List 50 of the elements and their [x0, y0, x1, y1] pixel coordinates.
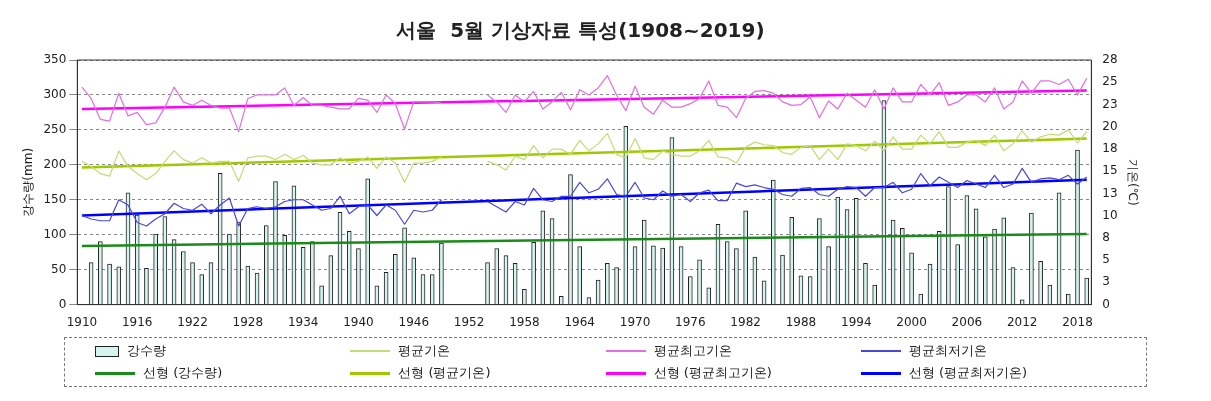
- y2-tick-label: 5: [1102, 252, 1110, 267]
- x-tick-label: 1970: [619, 314, 651, 329]
- y2-tick-label: 18: [1102, 141, 1118, 156]
- legend-label: 선형 (평균최고기온): [653, 364, 772, 382]
- legend-label: 평균기온: [398, 342, 451, 360]
- y-tick-label: 0: [58, 296, 67, 311]
- y-tick-label: 300: [43, 87, 67, 102]
- x-tick-label: 1994: [840, 314, 872, 329]
- x-tick-label: 2012: [1006, 314, 1038, 329]
- legend-label: 선형 (평균기온): [398, 364, 491, 382]
- y2-tick-label: 3: [1102, 274, 1110, 289]
- y2-tick-label: 8: [1102, 230, 1110, 245]
- y-tick-label: 50: [51, 261, 67, 276]
- y2-tick-label: 28: [1102, 52, 1118, 67]
- x-tick-label: 1976: [675, 314, 706, 329]
- x-tick-label: 1982: [730, 314, 761, 329]
- x-tick-label: 1916: [121, 314, 153, 329]
- x-tick-label: 1988: [785, 314, 817, 329]
- legend-label: 선형 (평균최저기온): [908, 364, 1028, 382]
- x-tick-label: 2006: [951, 314, 983, 329]
- x-tick-label: 2000: [896, 314, 927, 329]
- x-tick-label: 1964: [564, 314, 595, 329]
- y-tick-label: 250: [43, 122, 67, 137]
- x-tick-label: 2018: [1062, 314, 1093, 329]
- legend-label: 평균최저기온: [908, 342, 987, 360]
- y2-tick-label: 0: [1102, 296, 1110, 311]
- y-tick-label: 350: [43, 52, 67, 67]
- y-axis-title: 강수량(mm): [21, 147, 36, 217]
- y2-tick-label: 20: [1102, 118, 1118, 133]
- legend-label: 강수량: [127, 342, 166, 360]
- y2-tick-label: 25: [1102, 74, 1118, 89]
- x-tick-label: 1952: [453, 314, 485, 329]
- x-tick-label: 1946: [398, 314, 430, 329]
- legend-label: 평균최고기온: [653, 342, 732, 360]
- y2-tick-label: 13: [1102, 185, 1118, 200]
- x-tick-label: 1940: [343, 314, 374, 329]
- y-tick-label: 100: [43, 226, 67, 241]
- y2-axis-title: 기온(℃): [1125, 158, 1140, 206]
- x-tick-label: 1958: [509, 314, 540, 329]
- y-tick-label: 150: [43, 191, 67, 206]
- x-tick-label: 1910: [66, 314, 98, 329]
- y2-tick-label: 15: [1102, 163, 1118, 178]
- y2-tick-label: 23: [1102, 96, 1118, 111]
- y-tick-label: 200: [43, 156, 67, 171]
- legend-label: 선형 (강수량): [143, 364, 223, 382]
- x-tick-label: 1922: [177, 314, 208, 329]
- x-tick-label: 1928: [232, 314, 264, 329]
- x-tick-label: 1934: [287, 314, 319, 329]
- chart-title: 서울 5월 기상자료 특성(1908~2019): [396, 18, 765, 43]
- y2-tick-label: 10: [1102, 207, 1118, 222]
